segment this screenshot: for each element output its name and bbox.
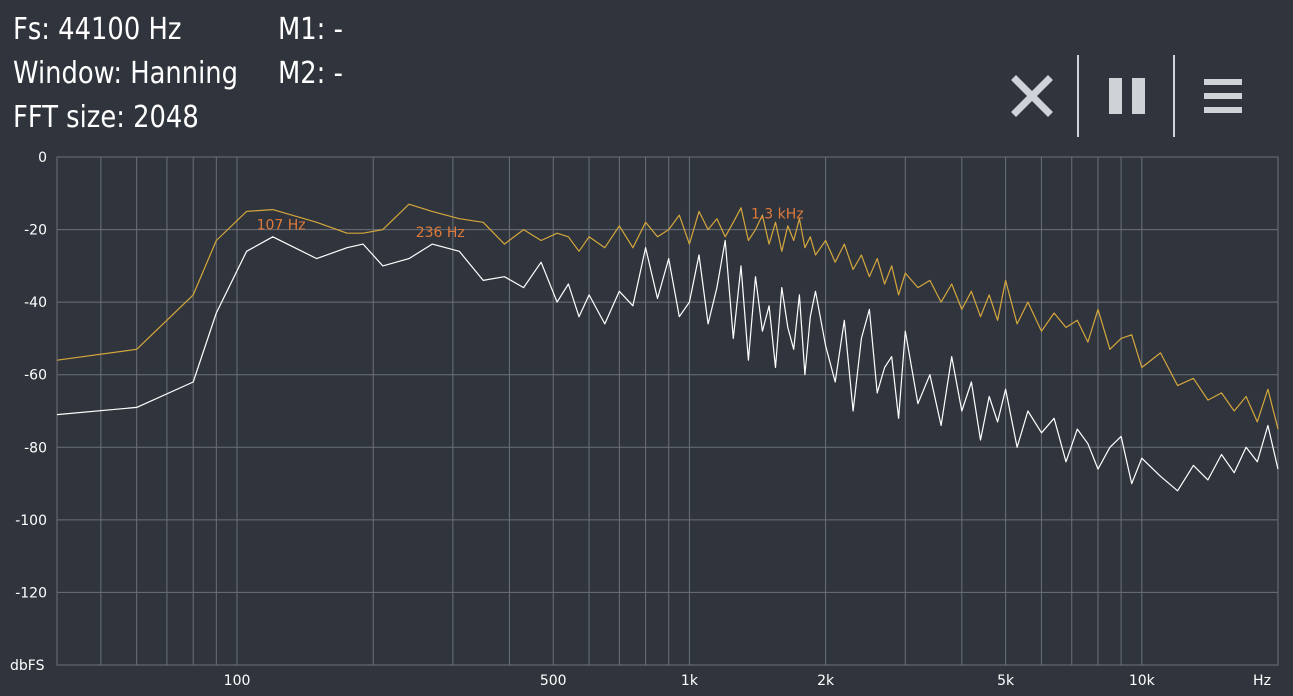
peak-marker-label: 1.3 kHz	[751, 207, 804, 223]
menu-button[interactable]	[1178, 55, 1268, 137]
info-panel-left: Fs: 44100 Hz Window: Hanning FFT size: 2…	[13, 8, 238, 140]
pause-icon	[1109, 78, 1145, 114]
close-button[interactable]	[987, 55, 1077, 137]
toolbar	[993, 55, 1293, 137]
spectrum-chart[interactable]: 0 -20 -40 -60 -80 -100 -120 dbFS 100 500 1k 2k 5k 10k…	[0, 140, 1293, 696]
x-tick-label: 1k	[681, 673, 699, 689]
chart-grid	[56, 156, 1279, 666]
y-tick-label: -20	[24, 223, 47, 239]
x-tick-label: 5k	[997, 673, 1015, 689]
close-icon	[1011, 75, 1053, 117]
x-tick-label: 10k	[1129, 673, 1156, 689]
y-tick-label: -60	[24, 368, 47, 384]
sample-rate-label: Fs: 44100 Hz	[13, 12, 182, 47]
y-tick-label: 0	[38, 150, 47, 166]
info-panel-markers: M1: - M2: -	[278, 8, 343, 96]
y-axis-label: dbFS	[10, 658, 45, 674]
x-axis-label: Hz	[1253, 673, 1271, 689]
peak-hold-spectrum-line	[56, 203, 1279, 430]
fft-size-label: FFT size: 2048	[13, 100, 199, 135]
live-spectrum-line	[56, 236, 1279, 492]
peak-marker-label: 236 Hz	[416, 225, 465, 241]
chart-labels: 0 -20 -40 -60 -80 -100 -120 dbFS 100 500 1k 2k 5k 10k…	[10, 150, 1271, 689]
y-tick-label: -100	[15, 513, 47, 529]
chart-series	[56, 203, 1279, 492]
plot-frame	[56, 156, 1279, 666]
toolbar-divider	[1173, 55, 1175, 137]
marker-2-readout: M2: -	[278, 56, 343, 91]
x-tick-label: 2k	[817, 673, 835, 689]
y-tick-label: -40	[24, 295, 47, 311]
toolbar-divider	[1077, 55, 1079, 137]
pause-button[interactable]	[1082, 55, 1172, 137]
peak-marker-label: 107 Hz	[257, 218, 306, 234]
menu-icon	[1204, 79, 1242, 113]
x-tick-label: 500	[540, 673, 567, 689]
marker-1-readout: M1: -	[278, 12, 343, 47]
x-tick-label: 100	[224, 673, 251, 689]
window-label: Window: Hanning	[13, 56, 239, 91]
y-tick-label: -80	[24, 440, 47, 456]
y-tick-label: -120	[15, 585, 47, 601]
